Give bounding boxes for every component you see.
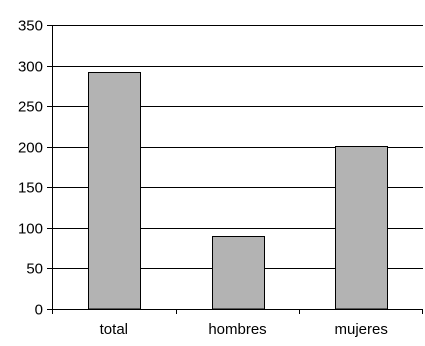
- y-tick-label-350: 350: [18, 18, 43, 35]
- bars: [88, 72, 388, 310]
- axes: [47, 25, 423, 314]
- y-tick-label-150: 150: [18, 180, 43, 197]
- y-tick-labels: 0 50 100 150 200 250 300 350: [18, 18, 43, 319]
- y-tick-label-250: 250: [18, 99, 43, 116]
- x-tick-labels: total hombres mujeres: [100, 321, 388, 338]
- y-tick-label-200: 200: [18, 140, 43, 157]
- y-tick-label-50: 50: [26, 261, 43, 278]
- x-tick-label-hombres: hombres: [208, 321, 266, 338]
- bar-total: [88, 72, 141, 310]
- y-tick-label-100: 100: [18, 221, 43, 238]
- bar-hombres: [212, 236, 265, 310]
- bar-mujeres: [335, 146, 388, 310]
- y-tick-label-300: 300: [18, 59, 43, 76]
- y-tick-label-0: 0: [35, 302, 43, 319]
- x-tick-label-mujeres: mujeres: [334, 321, 387, 338]
- x-tick-label-total: total: [100, 321, 128, 338]
